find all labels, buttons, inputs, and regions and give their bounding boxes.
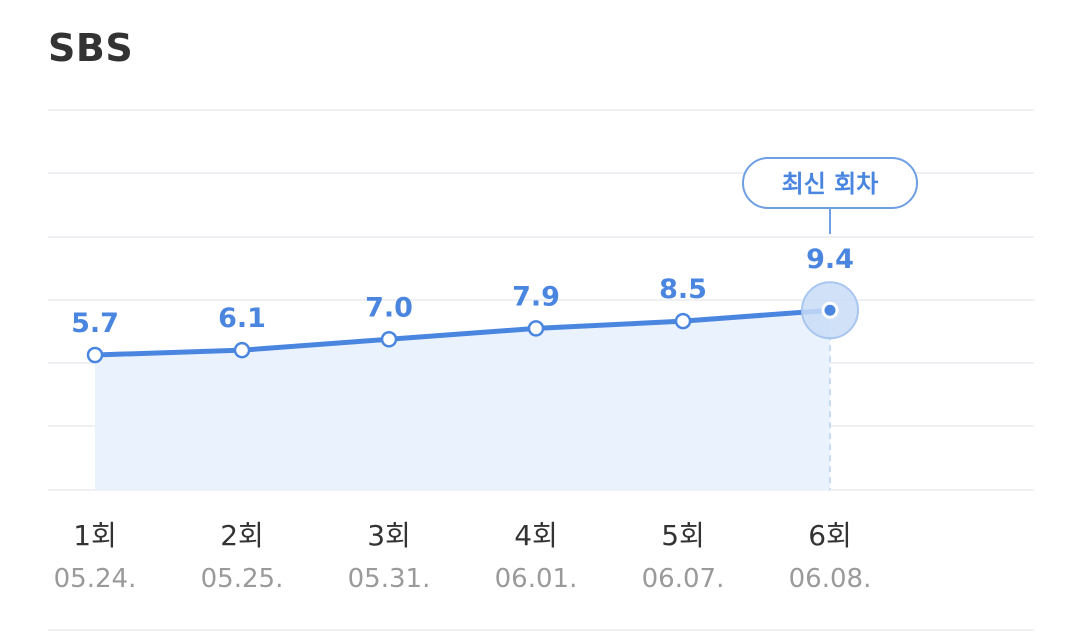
episode-label: 1회: [73, 519, 117, 552]
data-point: [86, 346, 104, 364]
data-point: [380, 331, 398, 348]
value-label: 9.4: [806, 244, 854, 275]
value-label: 7.9: [512, 281, 560, 312]
date-label: 06.07.: [642, 564, 725, 594]
episode-label: 5회: [661, 519, 705, 552]
episode-label: 3회: [367, 519, 411, 552]
data-point-latest: [821, 301, 839, 319]
area-fill: [95, 310, 830, 490]
value-label: 5.7: [71, 308, 119, 339]
data-point: [674, 312, 692, 330]
value-label: 7.0: [365, 292, 413, 323]
date-label: 05.31.: [348, 564, 431, 594]
episode-label: 4회: [514, 519, 558, 552]
value-label: 6.1: [218, 303, 266, 334]
date-label: 05.25.: [201, 564, 284, 594]
date-label: 06.08.: [789, 564, 872, 594]
data-point: [527, 320, 545, 337]
series-line: [92, 307, 833, 358]
episode-label: 6회: [808, 519, 852, 552]
value-label: 8.5: [659, 274, 707, 305]
page-title: SBS: [48, 26, 134, 70]
date-label: 05.24.: [54, 564, 137, 594]
latest-episode-badge: 최신 회차: [742, 157, 918, 234]
latest-badge-label: 최신 회차: [782, 170, 879, 198]
x-axis-labels: 1회 05.24. 2회 05.25. 3회 05.31. 4회 06.01. 5회 06.07.…: [54, 519, 872, 594]
value-labels: 5.7 6.1 7.0 7.9 8.5 9.4: [71, 244, 854, 339]
data-point: [233, 341, 251, 359]
date-label: 06.01.: [495, 564, 578, 594]
episode-label: 2회: [220, 519, 264, 552]
data-points: [86, 281, 859, 364]
